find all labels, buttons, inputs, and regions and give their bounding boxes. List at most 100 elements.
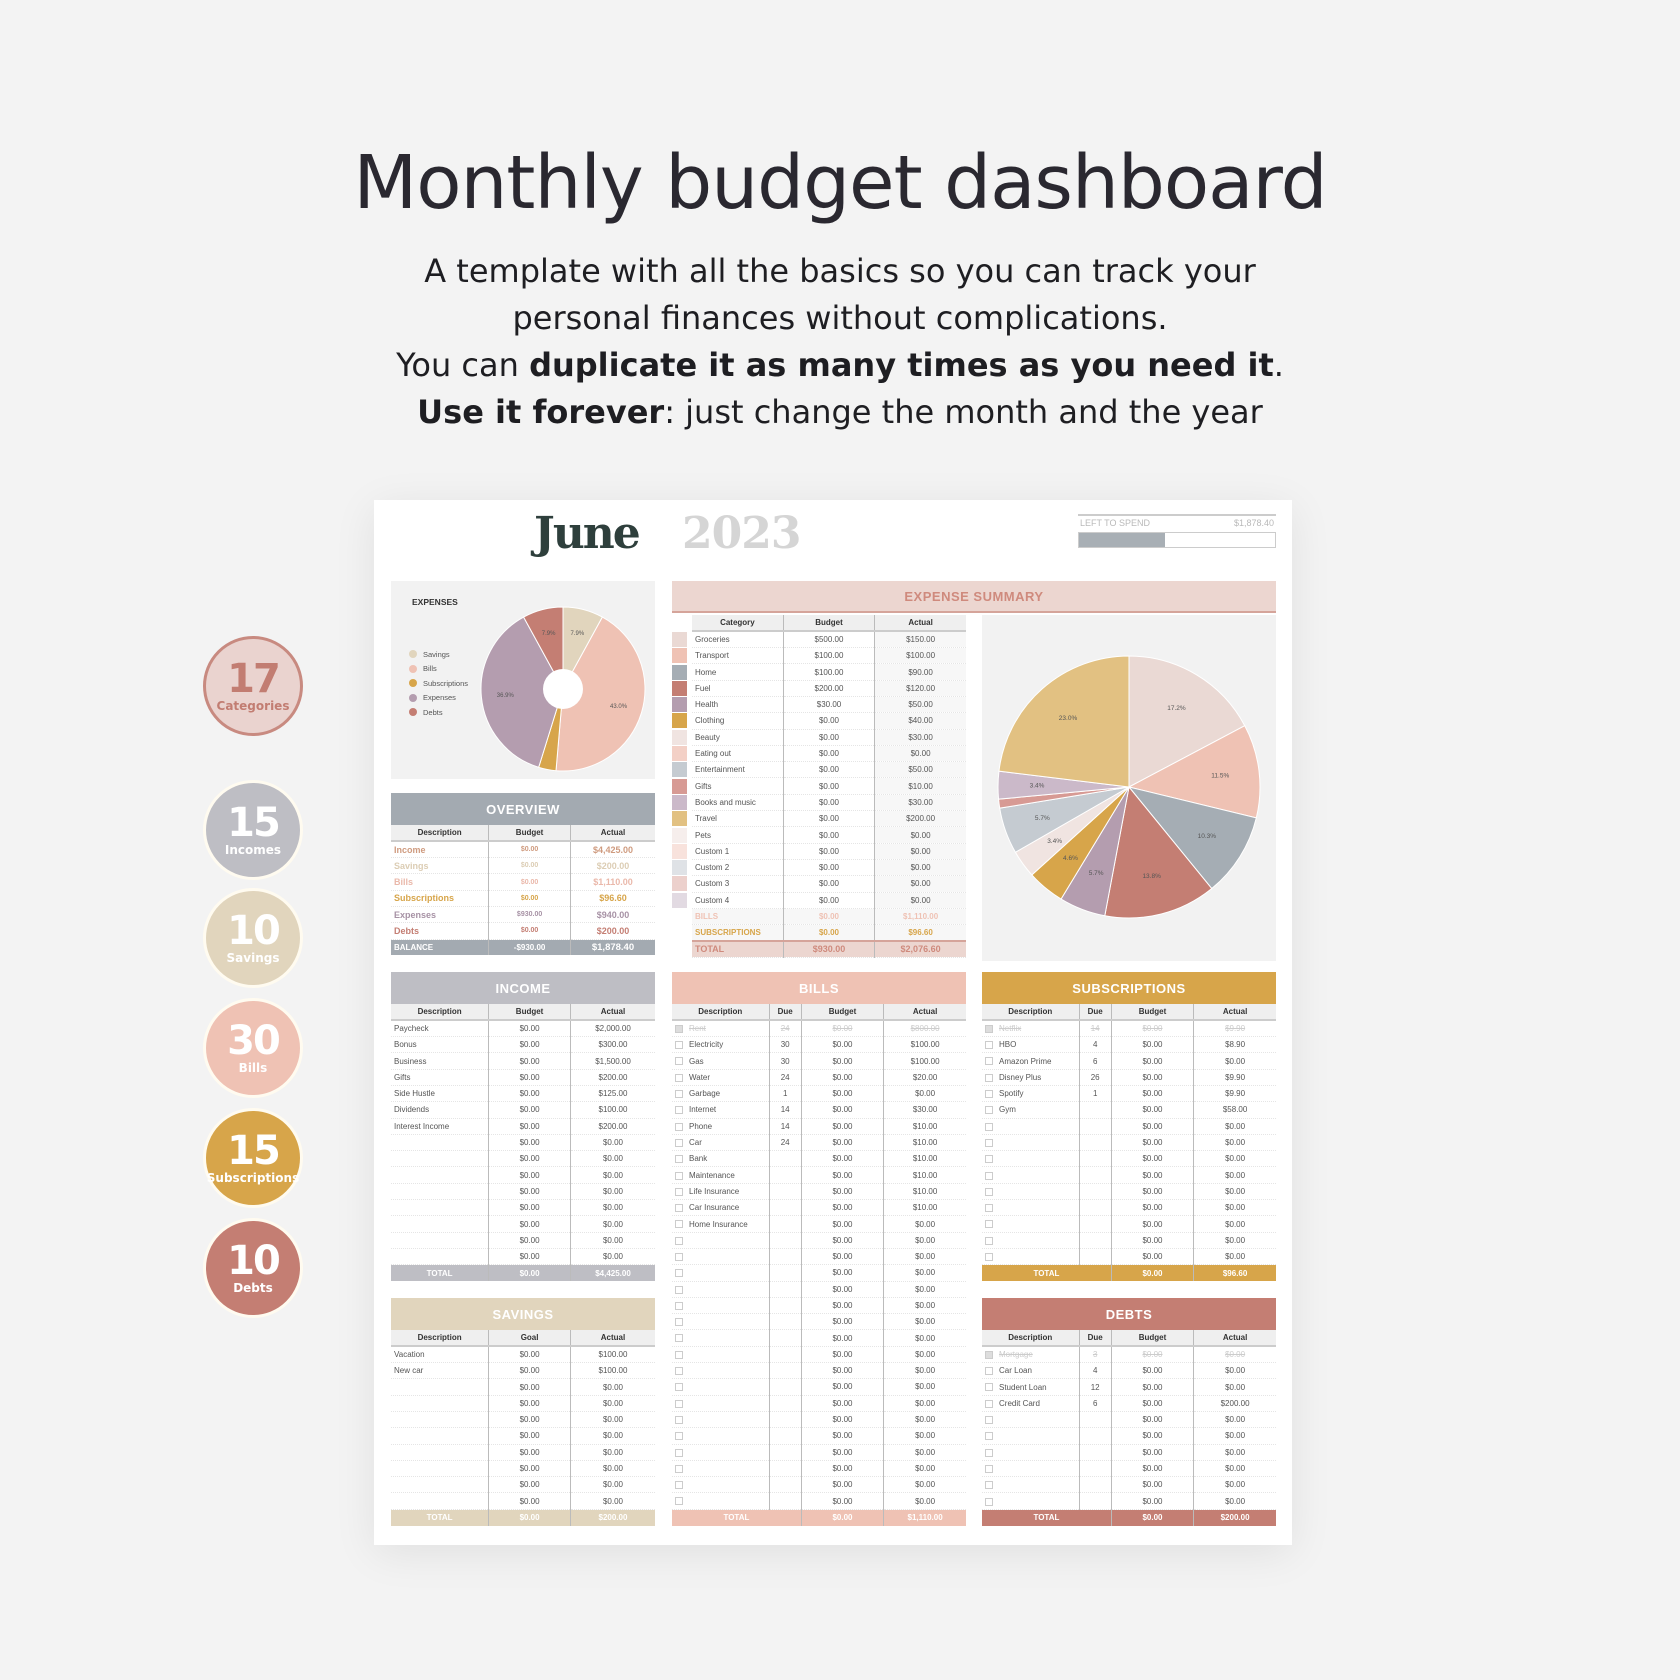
budget-cell[interactable]: $0.00: [1110, 1476, 1194, 1494]
due-cell[interactable]: [768, 1248, 802, 1266]
description-cell[interactable]: Paycheck: [391, 1020, 489, 1038]
checkbox-icon[interactable]: [675, 1041, 683, 1050]
budget-cell[interactable]: $0.00: [800, 1411, 884, 1429]
description-cell[interactable]: [672, 1248, 770, 1266]
actual-cell[interactable]: $0.00: [883, 1427, 966, 1445]
actual-cell[interactable]: $0.00: [883, 1378, 966, 1396]
actual-cell[interactable]: $58.00: [1193, 1101, 1276, 1119]
actual-cell[interactable]: $0.00: [570, 1427, 655, 1445]
due-cell[interactable]: 4: [1078, 1036, 1112, 1054]
budget-cell[interactable]: $0.00: [782, 859, 875, 877]
description-cell[interactable]: Gifts: [391, 1069, 489, 1086]
actual-cell[interactable]: $0.00: [1193, 1346, 1276, 1364]
checkbox-icon[interactable]: [675, 1236, 683, 1245]
description-cell[interactable]: Home Insurance: [672, 1215, 770, 1233]
due-cell[interactable]: [1078, 1101, 1112, 1119]
budget-cell[interactable]: $0.00: [1110, 1134, 1194, 1152]
checkbox-icon[interactable]: [985, 1448, 993, 1457]
actual-cell[interactable]: $0.00: [1193, 1118, 1276, 1135]
actual-cell[interactable]: $0.00: [570, 1395, 655, 1412]
description-cell[interactable]: [982, 1118, 1080, 1135]
description-cell[interactable]: [982, 1199, 1080, 1217]
actual-cell[interactable]: $0.00: [883, 1329, 966, 1347]
checkbox-icon[interactable]: [675, 1220, 683, 1229]
budget-cell[interactable]: $0.00: [782, 875, 875, 893]
checkbox-icon[interactable]: [985, 1236, 993, 1245]
checkbox-icon[interactable]: [985, 1073, 993, 1082]
checkbox-icon[interactable]: [675, 1350, 683, 1359]
budget-cell[interactable]: $100.00: [782, 647, 875, 665]
due-cell[interactable]: [1078, 1199, 1112, 1217]
due-cell[interactable]: [768, 1346, 802, 1364]
description-cell[interactable]: [391, 1460, 489, 1478]
budget-cell[interactable]: $0.00: [800, 1329, 884, 1347]
due-cell[interactable]: [1078, 1118, 1112, 1135]
checkbox-icon[interactable]: [675, 1448, 683, 1457]
budget-cell[interactable]: $0.00: [488, 1476, 571, 1494]
budget-cell[interactable]: $0.00: [782, 712, 875, 730]
budget-cell[interactable]: $0.00: [1110, 1183, 1194, 1201]
due-cell[interactable]: [1078, 1134, 1112, 1152]
budget-cell[interactable]: $0.00: [1110, 1460, 1194, 1478]
budget-cell[interactable]: $0.00: [488, 1362, 571, 1380]
actual-cell[interactable]: $100.00: [570, 1346, 655, 1364]
description-cell[interactable]: [391, 1411, 489, 1429]
actual-cell[interactable]: $0.00: [1193, 1378, 1276, 1396]
description-cell[interactable]: Maintenance: [672, 1166, 770, 1184]
budget-cell[interactable]: $0.00: [800, 1020, 884, 1038]
budget-cell[interactable]: $0.00: [782, 729, 875, 746]
checkbox-icon[interactable]: [675, 1138, 683, 1147]
actual-cell[interactable]: $0.00: [570, 1378, 655, 1396]
actual-cell[interactable]: $10.00: [883, 1134, 966, 1152]
description-cell[interactable]: Student Loan: [982, 1378, 1080, 1396]
year-label[interactable]: 2023: [682, 508, 801, 559]
budget-cell[interactable]: $0.00: [1110, 1020, 1194, 1038]
description-cell[interactable]: [672, 1411, 770, 1429]
description-cell[interactable]: Bank: [672, 1150, 770, 1168]
description-cell[interactable]: [391, 1232, 489, 1249]
due-cell[interactable]: 26: [1078, 1069, 1112, 1086]
description-cell[interactable]: Car Loan: [982, 1362, 1080, 1380]
budget-cell[interactable]: $0.00: [488, 1069, 571, 1086]
actual-cell[interactable]: $0.00: [570, 1444, 655, 1461]
actual-cell[interactable]: $0.00: [883, 1395, 966, 1412]
actual-cell[interactable]: $100.00: [570, 1362, 655, 1380]
due-cell[interactable]: 6: [1078, 1052, 1112, 1070]
budget-cell[interactable]: $0.00: [488, 1150, 571, 1168]
budget-cell[interactable]: $30.00: [782, 696, 875, 714]
due-cell[interactable]: [1078, 1215, 1112, 1233]
actual-cell[interactable]: $0.00: [883, 1411, 966, 1429]
description-cell[interactable]: Rent: [672, 1020, 770, 1038]
description-cell[interactable]: [672, 1460, 770, 1478]
checkbox-icon[interactable]: [985, 1106, 993, 1115]
actual-cell[interactable]: $10.00: [883, 1150, 966, 1168]
due-cell[interactable]: [768, 1232, 802, 1249]
budget-cell[interactable]: $0.00: [800, 1444, 884, 1461]
actual-cell[interactable]: $0.00: [883, 1281, 966, 1298]
budget-cell[interactable]: $0.00: [488, 1215, 571, 1233]
description-cell[interactable]: [982, 1248, 1080, 1266]
due-cell[interactable]: [768, 1199, 802, 1217]
checkbox-icon[interactable]: [985, 1187, 993, 1196]
budget-cell[interactable]: $0.00: [488, 1183, 571, 1201]
description-cell[interactable]: [391, 1215, 489, 1233]
checkbox-icon[interactable]: [675, 1367, 683, 1376]
checkbox-icon[interactable]: [675, 1285, 683, 1294]
budget-cell[interactable]: $0.00: [1110, 1427, 1194, 1445]
checkbox-icon[interactable]: [675, 1415, 683, 1424]
due-cell[interactable]: [768, 1362, 802, 1380]
actual-cell[interactable]: $0.00: [1193, 1183, 1276, 1201]
budget-cell[interactable]: $0.00: [1110, 1492, 1194, 1510]
description-cell[interactable]: [982, 1411, 1080, 1429]
description-cell[interactable]: Disney Plus: [982, 1069, 1080, 1086]
description-cell[interactable]: [672, 1313, 770, 1331]
checkbox-icon[interactable]: [985, 1155, 993, 1164]
description-cell[interactable]: [391, 1183, 489, 1201]
actual-cell[interactable]: $100.00: [883, 1036, 966, 1054]
due-cell[interactable]: [768, 1329, 802, 1347]
actual-cell[interactable]: $800.00: [883, 1020, 966, 1038]
actual-cell[interactable]: $0.00: [1193, 1492, 1276, 1510]
actual-cell[interactable]: $0.00: [883, 1476, 966, 1494]
actual-cell[interactable]: $200.00: [1193, 1395, 1276, 1412]
due-cell[interactable]: [768, 1150, 802, 1168]
